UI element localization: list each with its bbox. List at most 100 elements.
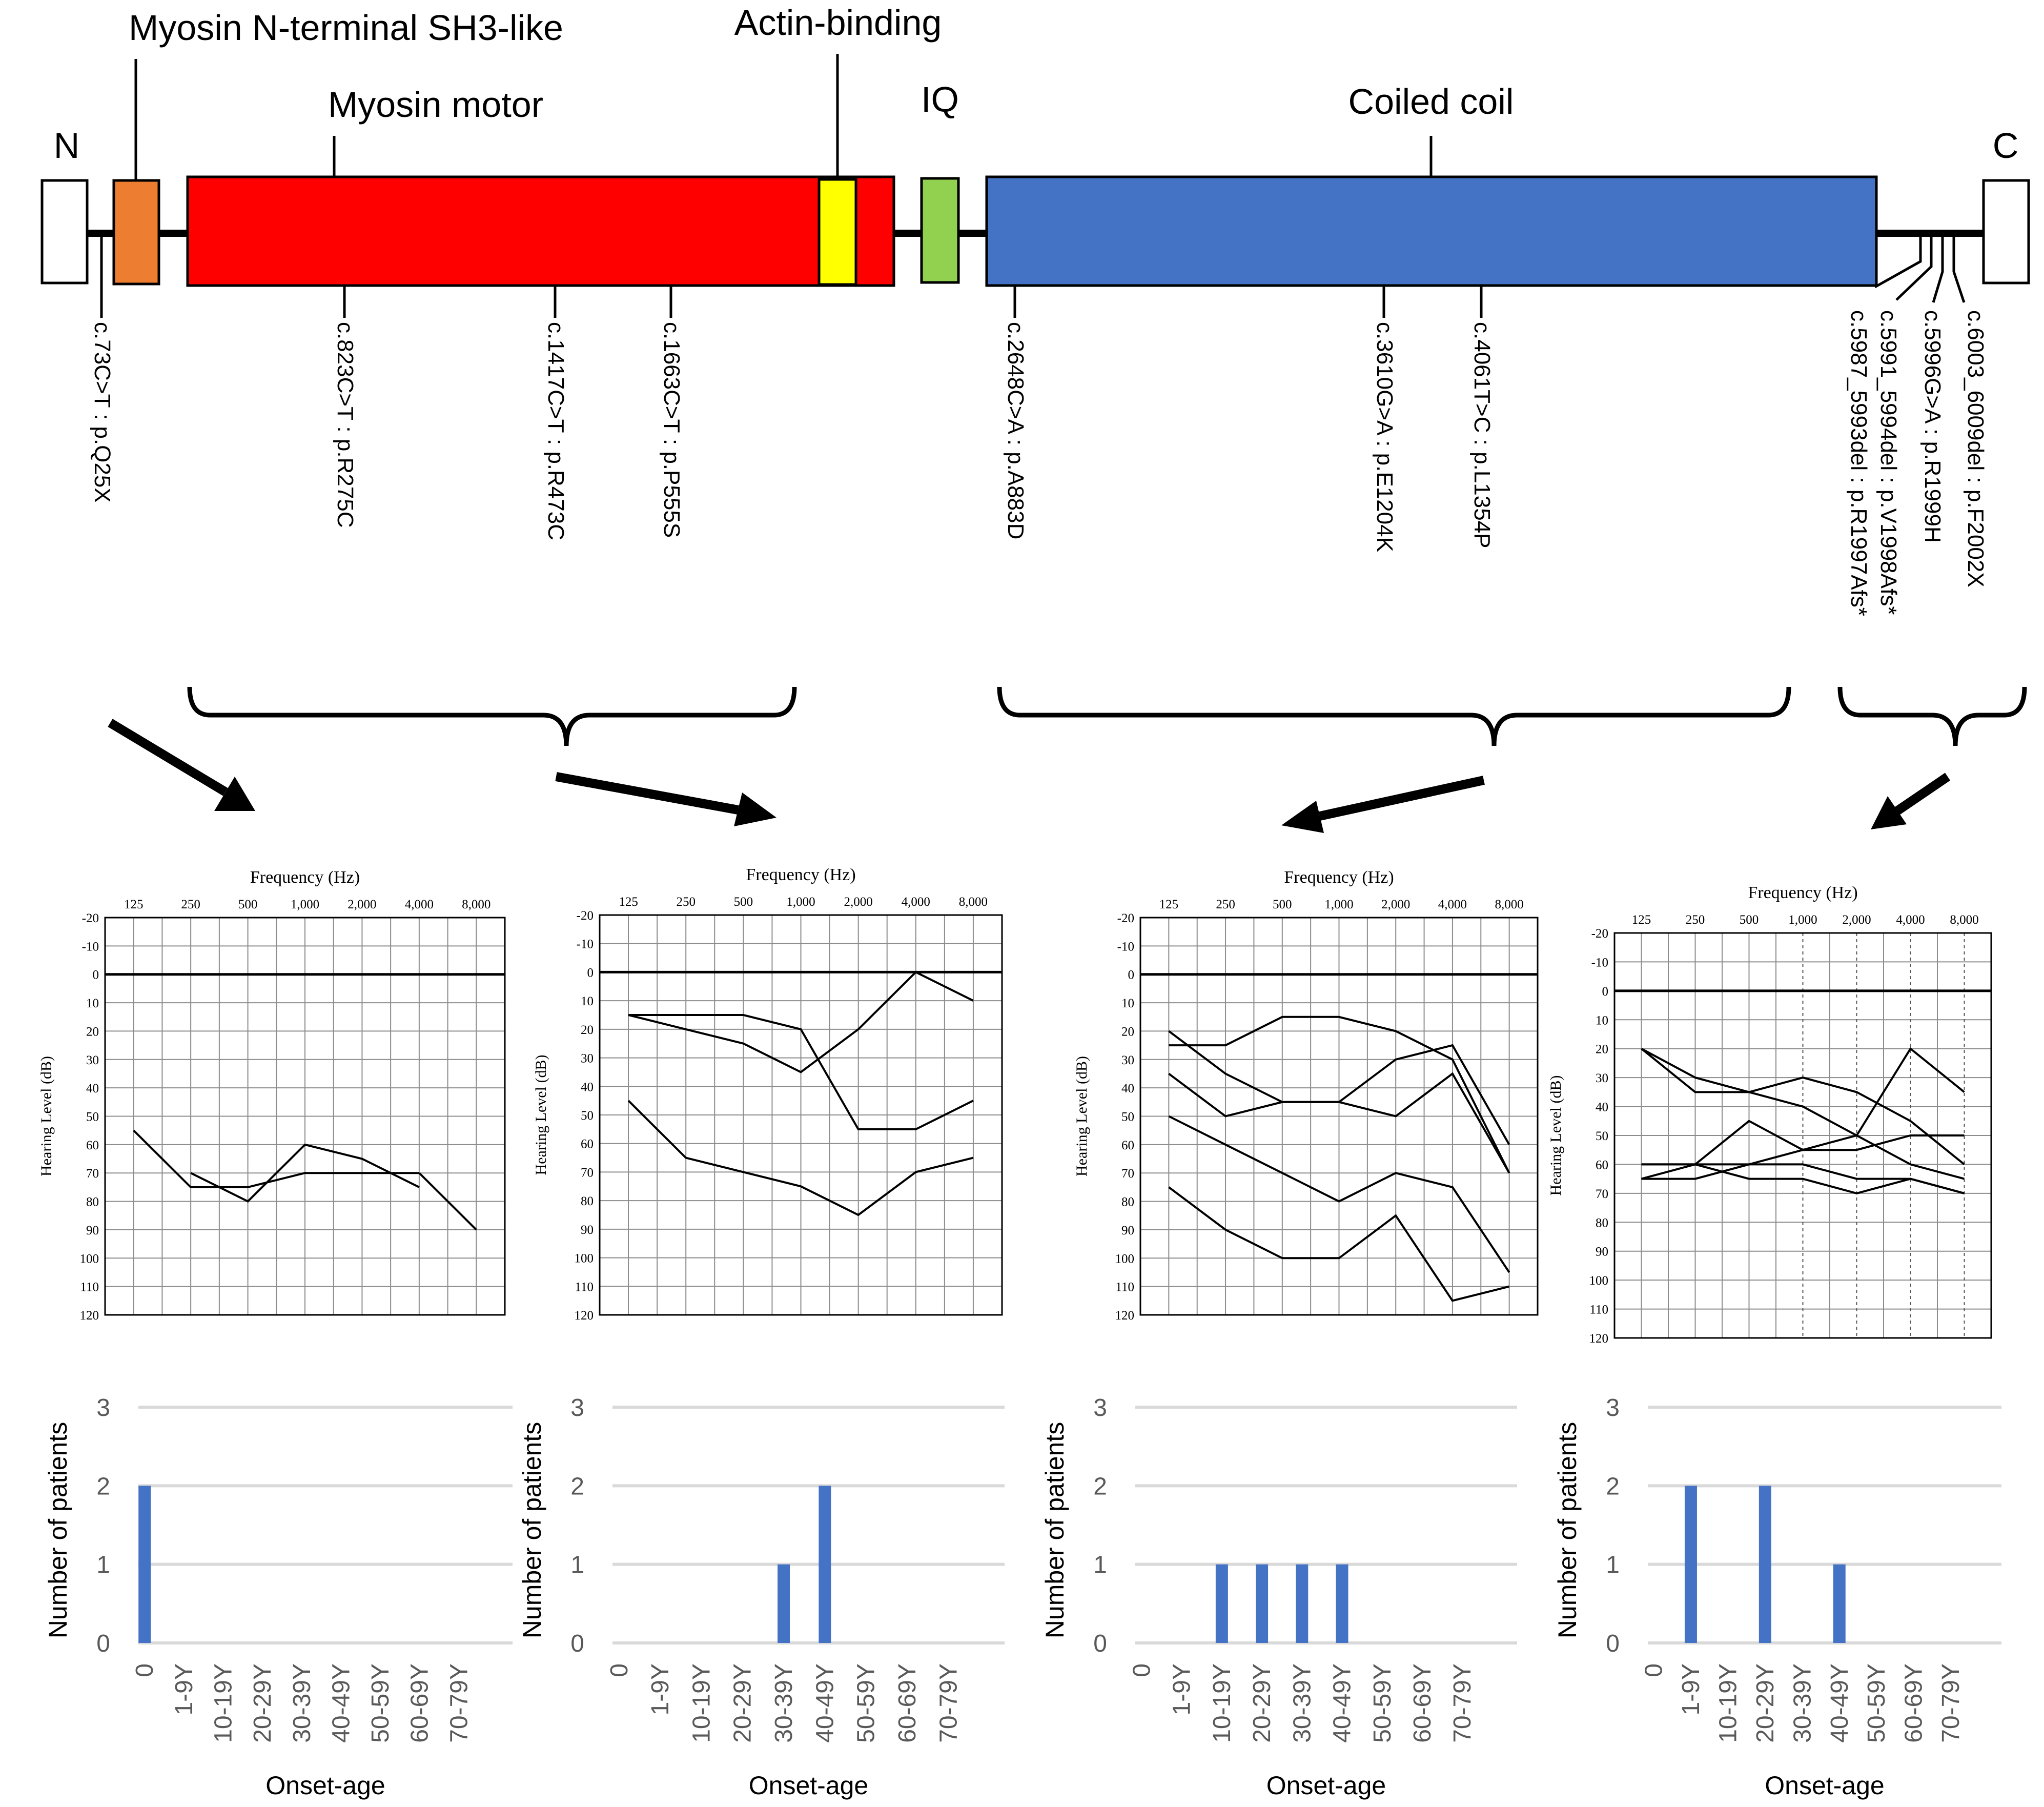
hearing-level-axis-title: Hearing Level (dB) [1547, 1075, 1564, 1196]
hearing-curve [1168, 1115, 1510, 1273]
db-tick-label: 60 [1596, 1158, 1608, 1172]
domain-label-coil: Coiled coil [1348, 82, 1514, 121]
bar [1684, 1486, 1697, 1643]
db-tick-label: 100 [80, 1252, 99, 1266]
hearing-curve [628, 1014, 974, 1130]
x-tick-label: 50-59Y [1369, 1663, 1396, 1743]
db-tick-label: 0 [1128, 968, 1135, 982]
freq-tick-label: 8,000 [462, 898, 490, 911]
c-terminus-box [1982, 179, 2030, 285]
freq-tick-label: 2,000 [348, 898, 376, 911]
freq-tick-label: 125 [1632, 913, 1651, 927]
hearing-curve [1641, 1047, 1965, 1137]
x-tick-label: 1-9Y [1169, 1663, 1196, 1715]
db-tick-label: 100 [1115, 1252, 1135, 1266]
freq-tick-label: 500 [238, 898, 258, 911]
bar [1759, 1486, 1771, 1643]
freq-tick-label: 8,000 [959, 895, 988, 909]
y-tick-label: 0 [570, 1630, 584, 1657]
db-tick-label: 10 [1596, 1013, 1608, 1027]
hearing-curve [627, 1100, 974, 1216]
hearing-curve [628, 970, 974, 1073]
x-tick-label: 70-79Y [1449, 1663, 1476, 1743]
freq-tick-label: 125 [619, 895, 638, 909]
y-tick-label: 2 [1606, 1473, 1620, 1500]
db-tick-label: 40 [1121, 1082, 1134, 1095]
hearing-curve [190, 1143, 420, 1203]
mutation-label: c.823C>T : p.R275C [333, 322, 358, 528]
x-tick-label: 30-39Y [1789, 1663, 1816, 1743]
x-tick-label: 30-39Y [1289, 1663, 1316, 1743]
domain-coiled-coil [985, 175, 1878, 287]
freq-tick-label: 500 [734, 895, 753, 909]
freq-tick-label: 250 [181, 898, 200, 911]
db-tick-label: -10 [1117, 940, 1134, 953]
freq-tick-label: 8,000 [1495, 898, 1524, 911]
x-tick-label: 30-39Y [289, 1663, 316, 1743]
freq-tick-label: 1,000 [786, 895, 815, 909]
x-tick-label: 1-9Y [171, 1663, 198, 1715]
x-tick-label: 60-69Y [894, 1663, 921, 1743]
db-tick-label: 60 [86, 1139, 99, 1152]
y-tick-label: 2 [570, 1473, 584, 1500]
db-tick-label: 50 [1596, 1129, 1608, 1143]
x-tick-label: 20-29Y [729, 1663, 757, 1743]
x-tick-label: 50-59Y [367, 1663, 394, 1743]
audiogram-frame [599, 914, 1003, 1316]
freq-tick-label: 1,000 [1324, 898, 1353, 911]
n-terminus-box [40, 179, 89, 285]
x-axis-title: Onset-age [1765, 1771, 1884, 1800]
db-tick-label: -20 [577, 909, 594, 923]
db-tick-label: 40 [581, 1080, 594, 1094]
mutation-label: c.5996G>A : p.R1999H [1920, 310, 1945, 543]
x-tick-label: 0 [1641, 1663, 1668, 1677]
frequency-axis-title: Frequency (Hz) [1748, 883, 1857, 902]
db-tick-label: 90 [1121, 1224, 1134, 1237]
db-tick-label: 80 [1596, 1216, 1608, 1230]
db-tick-label: 30 [86, 1053, 99, 1067]
db-tick-label: 80 [581, 1194, 594, 1208]
mutation-tick [1874, 233, 1922, 289]
y-tick-label: 1 [1093, 1552, 1107, 1579]
db-tick-label: 80 [1121, 1195, 1134, 1209]
arrow-coil [1319, 776, 1485, 821]
x-tick-label: 40-49Y [811, 1663, 839, 1743]
domain-label-sh3: Myosin N-terminal SH3-like [129, 8, 563, 48]
x-tick-label: 70-79Y [935, 1663, 962, 1743]
domain-actin-binding [817, 178, 857, 286]
db-tick-label: 110 [1115, 1281, 1134, 1294]
db-tick-label: 0 [587, 966, 594, 980]
mutation-label: c.1417C>T : p.R473C [543, 322, 568, 540]
x-tick-label: 30-39Y [770, 1663, 798, 1743]
db-tick-label: -20 [1117, 911, 1134, 925]
onset-age-chart-row: 0 1 2 3 0 1-9Y 10-19Y 20-29Y 30-39Y 40-49Y 50-59Y 6… [44, 1394, 2001, 1800]
freq-tick-label: 2,000 [1842, 913, 1871, 927]
mutation-labels: c.73C>T : p.Q25X c.823C>T : p.R275C c.14… [90, 310, 1988, 616]
domain-sh3-like [112, 179, 160, 286]
arrow-n-terminal [108, 719, 228, 796]
onset-age-bar-chart: 0 1 2 3 0 1-9Y 10-19Y 20-29Y 30-39Y 40-49Y 50-59Y 6… [1040, 1394, 1517, 1800]
bar [138, 1486, 151, 1643]
db-tick-label: 100 [575, 1252, 594, 1266]
db-tick-label: 110 [80, 1281, 99, 1294]
db-tick-label: 70 [1596, 1187, 1608, 1201]
y-tick-label: 3 [1606, 1394, 1620, 1422]
y-tick-label: 0 [1093, 1630, 1107, 1657]
freq-tick-label: 8,000 [1950, 913, 1978, 927]
freq-tick-label: 250 [1216, 898, 1235, 911]
freq-tick-label: 4,000 [902, 895, 930, 909]
db-tick-label: 70 [581, 1166, 594, 1180]
x-tick-label: 10-19Y [688, 1663, 715, 1743]
x-tick-label: 40-49Y [1826, 1663, 1853, 1743]
db-tick-label: -10 [577, 938, 594, 951]
onset-age-bar-chart: 0 1 2 3 0 1-9Y 10-19Y 20-29Y 30-39Y 40-49Y 50-59Y 6… [518, 1394, 1005, 1800]
y-axis-title: Number of patients [1040, 1422, 1069, 1638]
y-tick-label: 3 [1093, 1394, 1107, 1422]
y-axis-title: Number of patients [44, 1422, 72, 1638]
n-terminus-label: N [54, 126, 80, 166]
db-tick-label: 0 [93, 968, 99, 982]
x-axis-title: Onset-age [265, 1771, 385, 1800]
x-tick-label: 50-59Y [853, 1663, 880, 1743]
db-tick-label: 120 [1115, 1309, 1135, 1323]
freq-tick-label: 250 [676, 895, 696, 909]
